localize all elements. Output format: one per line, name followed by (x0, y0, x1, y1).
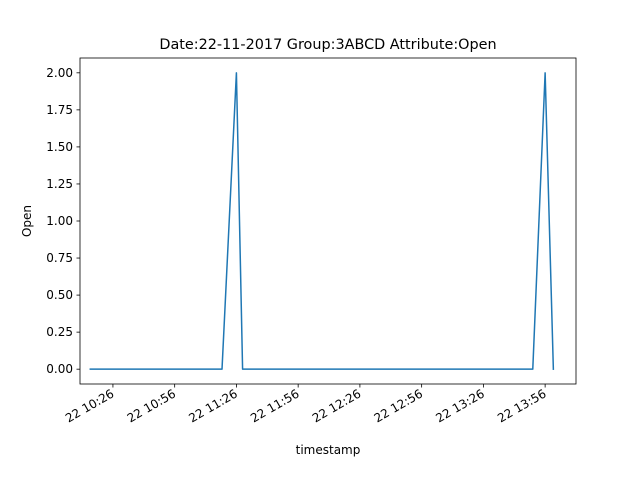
y-tick-label: 0.75 (46, 251, 73, 265)
y-tick-label: 0.00 (46, 362, 73, 376)
y-axis-label: Open (20, 205, 34, 237)
y-tick-label: 1.75 (46, 103, 73, 117)
y-tick-label: 0.50 (46, 288, 73, 302)
y-tick-label: 2.00 (46, 66, 73, 80)
y-tick-label: 1.25 (46, 177, 73, 191)
series-line-0 (89, 72, 555, 370)
y-tick-label: 1.00 (46, 214, 73, 228)
y-tick-label: 0.25 (46, 325, 73, 339)
x-axis-label: timestamp (296, 443, 361, 457)
series-layer (89, 72, 555, 370)
y-tick-label: 1.50 (46, 140, 73, 154)
chart-title: Date:22-11-2017 Group:3ABCD Attribute:Op… (159, 37, 496, 53)
y-axis: 0.00 0.25 0.50 0.75 1.00 1.25 1.50 1.75 2.00 (46, 66, 80, 376)
